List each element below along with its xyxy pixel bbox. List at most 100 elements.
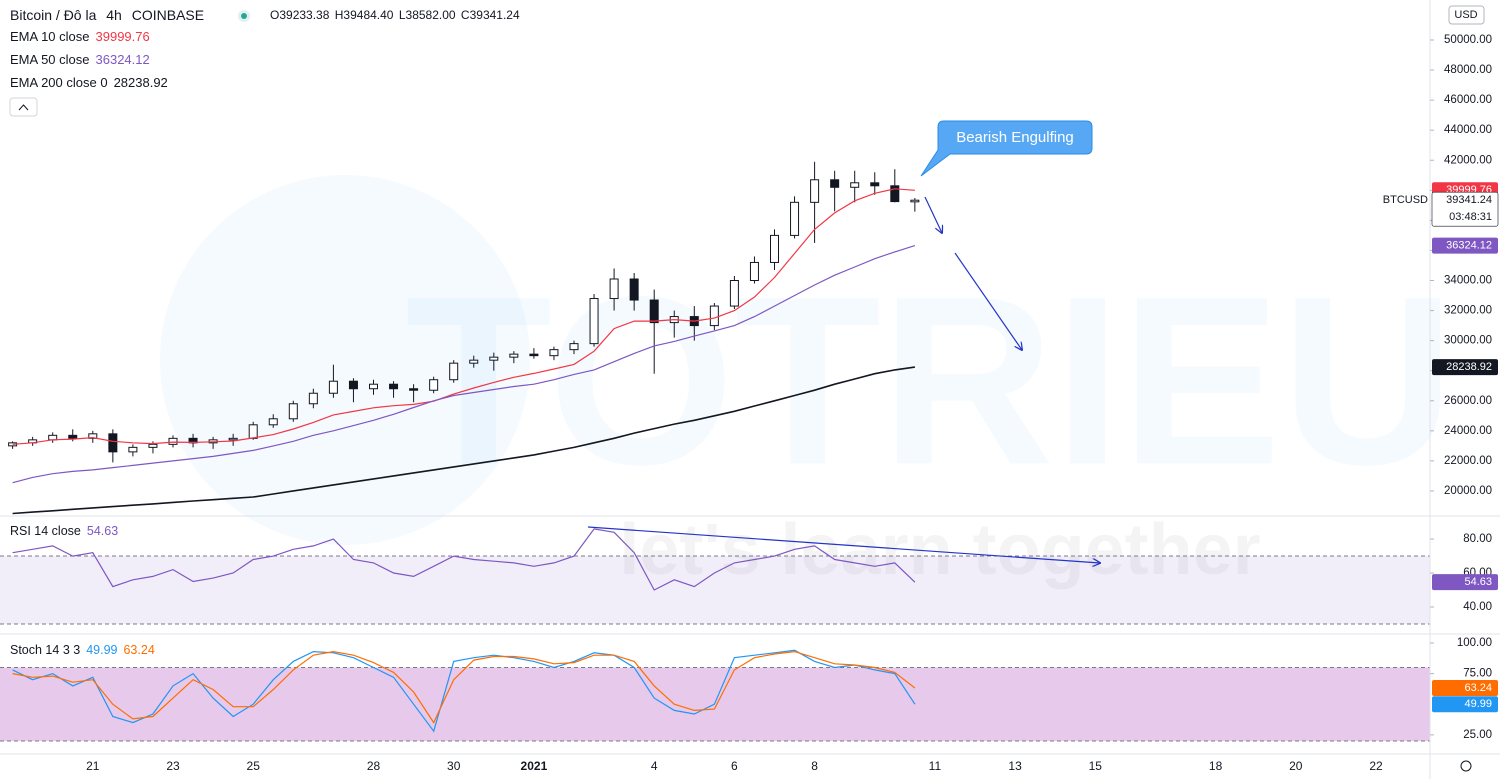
x-tick-label: 20	[1289, 759, 1303, 773]
y-tick-label: 32000.00	[1444, 305, 1492, 317]
series-line	[12, 188, 915, 445]
symbol: Bitcoin / Đô la	[10, 7, 97, 23]
series-line	[12, 649, 916, 733]
series-line	[12, 528, 916, 591]
close-label: 39341.24	[1446, 194, 1492, 206]
watermark-title: TOTRIEU	[406, 246, 1455, 514]
x-tick-label: 4	[651, 759, 658, 773]
y-tick-label: 75.00	[1463, 668, 1492, 680]
legend-value: 49.99	[86, 643, 117, 657]
candle-body	[770, 234, 779, 263]
collapse-button[interactable]	[9, 97, 38, 117]
price-badge-label: 63.24	[1464, 682, 1492, 694]
trend-line	[587, 526, 1100, 563]
x-tick-label: 15	[1089, 759, 1103, 773]
candle-body	[509, 353, 519, 358]
candle-body	[589, 298, 599, 345]
x-tick-label: 11	[929, 759, 942, 773]
price-badge-label: 36324.12	[1446, 239, 1492, 251]
band	[0, 556, 1430, 625]
price-badge	[1432, 574, 1498, 591]
candle-body	[128, 446, 138, 453]
y-tick-label: 20000.00	[1444, 485, 1492, 497]
ohlc-prefix: O	[270, 8, 279, 22]
candle-body	[68, 434, 78, 439]
y-tick-label: 80.00	[1463, 533, 1492, 545]
legend-value: 54.63	[87, 524, 118, 538]
ohlc-value: 39484.40	[343, 8, 393, 22]
callout	[920, 120, 1093, 177]
legend-entry: EMA 50 close 36324.12	[10, 52, 150, 67]
candle-body	[629, 278, 639, 301]
candle-body	[328, 380, 338, 394]
ohlc-value: 39233.38	[279, 8, 329, 22]
legend-name: Stoch 14 3 3	[10, 643, 80, 657]
x-tick-label: 18	[1209, 759, 1223, 773]
legend-value: 63.24	[123, 643, 154, 657]
x-tick-label: 25	[247, 759, 261, 773]
x-tick-label: 30	[447, 759, 461, 773]
currency-button[interactable]	[1448, 5, 1485, 25]
watermark-logo	[160, 175, 530, 545]
legend-name: EMA 200 close 0	[10, 75, 108, 90]
status-dot	[241, 13, 247, 19]
series-line	[12, 366, 916, 515]
candle-body	[348, 380, 358, 390]
candle-body	[489, 356, 499, 361]
candle-body	[729, 279, 739, 307]
price-badge	[1432, 680, 1498, 697]
watermark: TOTRIEU let's learn together	[160, 175, 1454, 590]
symbol-tag: BTCUSD	[1383, 194, 1428, 206]
y-tick-label: 25.00	[1463, 729, 1492, 741]
ohlc: O39233.38 H39484.40 L38582.00 C39341.24	[270, 8, 520, 22]
y-tick-label: 30000.00	[1444, 335, 1492, 347]
legend-name: EMA 10 close	[10, 29, 90, 44]
arrow	[954, 252, 1022, 350]
arrow	[924, 196, 942, 233]
legend-value: 39999.76	[96, 29, 150, 44]
candle-body	[148, 443, 158, 448]
candle-body	[529, 353, 539, 357]
candle-body	[850, 182, 860, 188]
ohlc-prefix: C	[461, 8, 470, 22]
candle-body	[709, 305, 719, 327]
y-tick-label: 26000.00	[1444, 395, 1492, 407]
x-tick-label: 21	[86, 759, 100, 773]
y-tick-label: 48000.00	[1444, 64, 1492, 76]
y-tick-label: 44000.00	[1444, 124, 1492, 136]
annotation: Bearish Engulfing	[956, 129, 1074, 146]
y-tick-label: 100.00	[1457, 637, 1492, 649]
legend-value: 36324.12	[96, 52, 150, 67]
legend-value: 28238.92	[114, 75, 168, 90]
price-badge	[1432, 359, 1498, 376]
candle-body	[890, 185, 900, 203]
series-line	[12, 245, 916, 484]
legend-name: RSI 14 close	[10, 524, 81, 538]
candle-body	[409, 388, 419, 391]
ohlc-prefix: L	[399, 8, 406, 22]
series-line	[12, 650, 916, 724]
legend-entry: RSI 14 close 54.63	[10, 524, 118, 538]
x-tick-label: 13	[1008, 759, 1022, 773]
candle-body	[910, 199, 920, 203]
candle-body	[168, 437, 178, 445]
settings-icon[interactable]	[1460, 760, 1472, 772]
candle-body	[308, 392, 318, 405]
legend-name: EMA 50 close	[10, 52, 90, 67]
candle-body	[830, 179, 840, 188]
x-tick-label: 28	[367, 759, 381, 773]
y-tick-label: 40.00	[1463, 601, 1492, 613]
x-tick-label: 2021	[521, 759, 548, 773]
ohlc-value: 38582.00	[406, 8, 456, 22]
currency: USD	[1454, 9, 1477, 21]
candle-body	[449, 362, 459, 381]
candle-body	[248, 424, 258, 439]
candle-body	[749, 261, 759, 281]
candle-body	[569, 343, 579, 351]
price-badge	[1431, 191, 1499, 227]
candle-body	[389, 383, 399, 390]
candle-body	[288, 403, 298, 420]
candle-body	[469, 359, 479, 364]
candle-body	[810, 179, 820, 203]
